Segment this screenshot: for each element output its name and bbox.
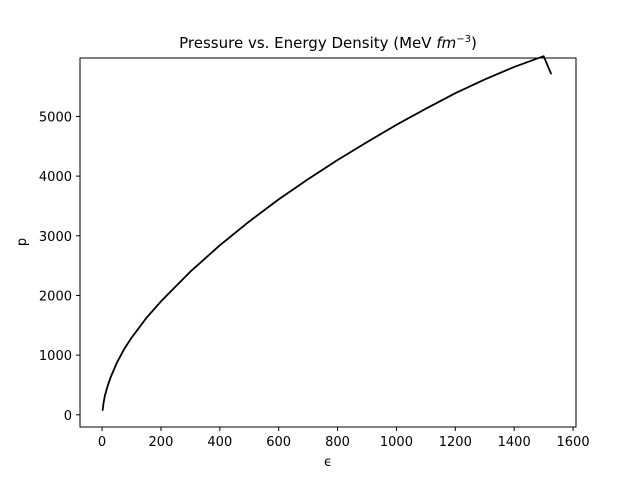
y-tick-label: 2000 [39,289,72,304]
x-tick-label: 0 [98,435,106,450]
chart-title-exponent: −3 [456,34,471,45]
y-tick-label: 1000 [39,349,72,364]
series-line-0 [101,55,552,411]
chart-title-close: ) [471,34,477,52]
y-tick-label: 0 [64,409,72,424]
y-tick-label: 4000 [39,170,72,185]
x-tick-label: 1400 [498,435,531,450]
y-tick-label: 3000 [39,230,72,245]
y-tick-label: 5000 [39,110,72,125]
x-tick-label: 1200 [439,435,472,450]
plot-area: 0 200 400 600 800 1000 1200 1400 1600 0 1000 2000 30… [39,55,590,450]
x-tick-label: 600 [266,435,291,450]
x-tick-label: 200 [149,435,174,450]
chart-title-text: Pressure vs. Energy Density (MeV [179,34,436,52]
x-tick-label: 400 [207,435,232,450]
chart-title-unit: fm [436,34,456,52]
x-tick-label: 800 [325,435,350,450]
y-axis-label: p [15,238,30,246]
x-tick-label: 1600 [557,435,590,450]
axes-frame [79,57,577,428]
x-tick-label: 1000 [380,435,413,450]
x-axis-label: ϵ [324,455,332,470]
chart-title: Pressure vs. Energy Density (MeV fm−3) [179,34,477,52]
